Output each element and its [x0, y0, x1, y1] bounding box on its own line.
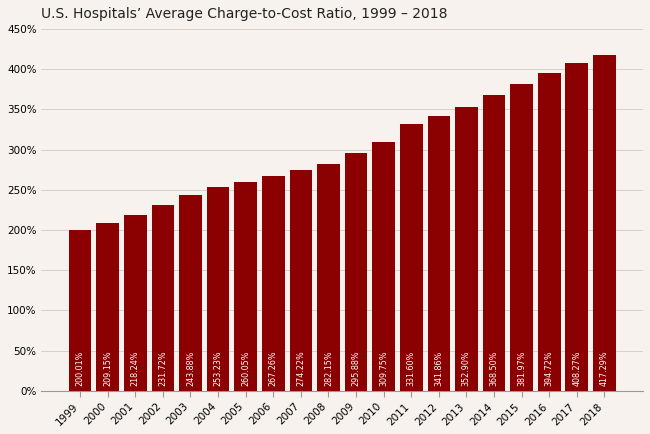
Bar	[69, 230, 92, 391]
Text: 282.15%: 282.15%	[324, 350, 333, 386]
Text: U.S. Hospitals’ Average Charge-to-Cost Ratio, 1999 – 2018: U.S. Hospitals’ Average Charge-to-Cost R…	[42, 7, 448, 21]
Bar	[566, 62, 588, 391]
Text: 295.88%: 295.88%	[352, 350, 361, 386]
Text: 331.60%: 331.60%	[407, 351, 416, 386]
Bar	[344, 153, 367, 391]
Bar	[372, 142, 395, 391]
Text: 408.27%: 408.27%	[572, 351, 581, 386]
Text: 368.50%: 368.50%	[489, 351, 499, 386]
Bar	[235, 182, 257, 391]
Text: 243.88%: 243.88%	[186, 351, 195, 386]
Bar	[124, 215, 147, 391]
Bar	[179, 195, 202, 391]
Bar	[289, 171, 312, 391]
Bar	[96, 223, 119, 391]
Bar	[538, 73, 560, 391]
Bar	[455, 107, 478, 391]
Bar	[593, 56, 616, 391]
Text: 260.05%: 260.05%	[241, 351, 250, 386]
Bar	[207, 187, 229, 391]
Text: 267.26%: 267.26%	[268, 350, 278, 386]
Bar	[483, 95, 505, 391]
Text: 309.75%: 309.75%	[379, 350, 388, 386]
Bar	[428, 116, 450, 391]
Text: 253.23%: 253.23%	[214, 350, 222, 386]
Text: 394.72%: 394.72%	[545, 350, 554, 386]
Bar	[510, 84, 533, 391]
Bar	[400, 124, 422, 391]
Text: 417.29%: 417.29%	[600, 350, 609, 386]
Text: 218.24%: 218.24%	[131, 351, 140, 386]
Text: 274.22%: 274.22%	[296, 350, 306, 386]
Bar	[317, 164, 340, 391]
Text: 352.90%: 352.90%	[462, 350, 471, 386]
Text: 231.72%: 231.72%	[159, 350, 168, 386]
Bar	[262, 176, 285, 391]
Text: 341.86%: 341.86%	[434, 351, 443, 386]
Bar	[151, 204, 174, 391]
Text: 381.97%: 381.97%	[517, 351, 526, 386]
Text: 200.01%: 200.01%	[75, 351, 84, 386]
Text: 209.15%: 209.15%	[103, 350, 112, 386]
